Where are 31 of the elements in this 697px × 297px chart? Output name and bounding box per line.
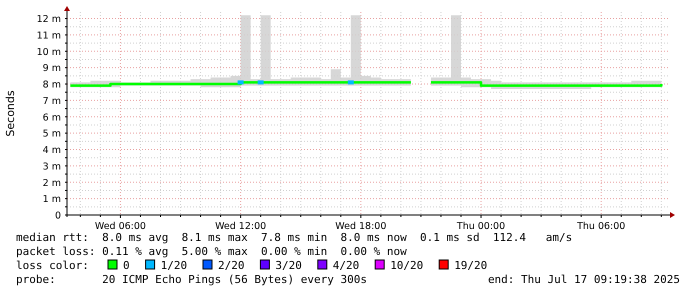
y-tick-label: 2 m — [42, 178, 61, 189]
text: packet loss: 0.11 % avg 5.00 % max 0.00 % min 0.00 % now — [16, 245, 408, 258]
x-tick-label: Thu 06:00 — [576, 221, 626, 232]
y-tick-label: 0 — [54, 210, 61, 222]
y-tick-label: 8 m — [42, 80, 61, 91]
y-tick-label: 9 m — [42, 63, 61, 74]
y-tick-label: 6 m — [42, 112, 61, 124]
text: probe: 20 ICMP Echo Pings (56 Bytes) every 300s — [16, 273, 367, 286]
legend-label: 3/20 — [275, 259, 302, 272]
legend-label: 10/20 — [390, 259, 424, 272]
legend-label: 0 — [123, 259, 130, 272]
x-tick-label: Thu 00:00 — [456, 221, 506, 232]
y-tick-label: 4 m — [42, 145, 61, 156]
x-tick-label: Wed 18:00 — [335, 221, 386, 232]
x-tick-label: Wed 12:00 — [215, 221, 266, 232]
y-tick-label: 5 m — [42, 128, 61, 140]
y-tick-label: 10 m — [36, 46, 61, 58]
y-tick-label: 12 m — [36, 14, 61, 26]
y-tick-label: 11 m — [36, 30, 61, 42]
legend-label: 1/20 — [160, 259, 188, 272]
y-tick-label: 7 m — [42, 96, 61, 107]
y-axis-title: Seconds — [4, 90, 17, 137]
text: end: Thu Jul 17 09:19:38 2025 — [488, 273, 680, 286]
legend-title: loss color: — [16, 259, 89, 272]
text: median rtt: 8.0 ms avg 8.1 ms max 7.8 ms min 8.0 ms now 0.1 ms sd 112.4 am/s — [16, 231, 572, 244]
legend-label: 19/20 — [454, 259, 488, 272]
legend-label: 4/20 — [332, 259, 360, 272]
y-tick-label: 3 m — [42, 161, 61, 172]
y-tick-label: 1 m — [42, 194, 61, 206]
x-tick-label: Wed 06:00 — [94, 221, 146, 232]
legend-label: 2/20 — [218, 259, 244, 272]
